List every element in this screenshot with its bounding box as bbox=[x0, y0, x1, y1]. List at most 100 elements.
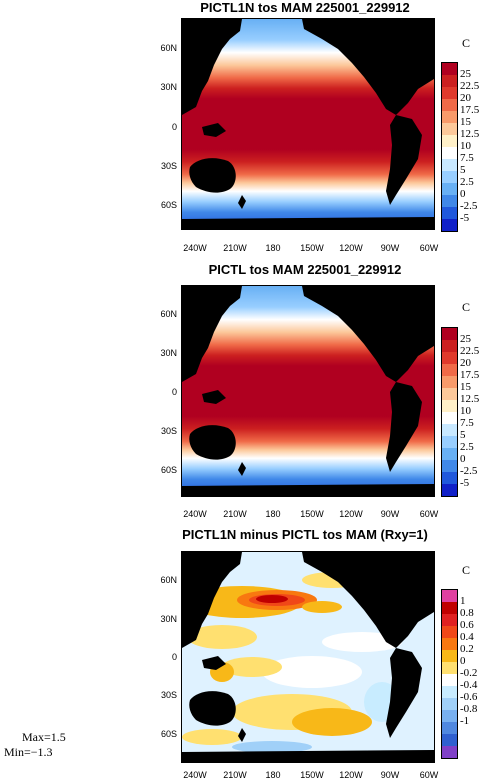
panel2-lon-label: 150W bbox=[300, 509, 324, 519]
colorbar-swatch bbox=[442, 710, 457, 722]
colorbar-swatch bbox=[442, 698, 457, 710]
panel3-title: PICTL1N minus PICTL tos MAM (Rxy=1) bbox=[182, 527, 428, 542]
panel2-map bbox=[181, 285, 435, 497]
panel2-lat-label: 30N bbox=[160, 348, 177, 358]
min-stat: Min=−1.3 bbox=[4, 745, 53, 759]
panel3-colorbar bbox=[441, 589, 458, 759]
colorbar-swatch bbox=[442, 159, 457, 171]
colorbar-swatch bbox=[442, 195, 457, 207]
panel2-lat-label: 0 bbox=[171, 387, 177, 397]
panel2-units: C bbox=[462, 300, 471, 314]
panel1-field bbox=[182, 19, 434, 229]
colorbar-tick-label: 2.5 bbox=[460, 441, 474, 453]
colorbar-swatch bbox=[442, 147, 457, 159]
colorbar-tick-label: 17.5 bbox=[460, 104, 480, 116]
colorbar-swatch bbox=[442, 746, 457, 758]
panel3-lon-label: 150W bbox=[300, 770, 324, 780]
colorbar-swatch bbox=[442, 412, 457, 424]
panel3-lon-label: 120W bbox=[339, 770, 363, 780]
colorbar-swatch bbox=[442, 207, 457, 219]
colorbar-tick-label: -2.5 bbox=[460, 200, 478, 212]
colorbar-swatch bbox=[442, 364, 457, 376]
panel2-lon-label: 60W bbox=[419, 509, 439, 519]
panel1-lat-label: 30N bbox=[160, 82, 177, 92]
colorbar-swatch bbox=[442, 75, 457, 87]
panel2-colorbar bbox=[441, 327, 458, 497]
colorbar-swatch bbox=[442, 436, 457, 448]
colorbar-tick-label: 15 bbox=[460, 381, 471, 393]
colorbar-swatch bbox=[442, 87, 457, 99]
panel1-lon-label: 180 bbox=[265, 243, 281, 253]
panel3-map bbox=[181, 551, 435, 763]
colorbar-tick-label: 7.5 bbox=[460, 417, 474, 429]
colorbar-tick-label: 0.4 bbox=[460, 631, 474, 643]
colorbar-swatch bbox=[442, 614, 457, 626]
panel2-lat-label: 60S bbox=[160, 465, 177, 475]
max-stat: Max=1.5 bbox=[22, 730, 66, 744]
panel3-lat-label: 30S bbox=[160, 690, 177, 700]
panel1-lon-label: 120W bbox=[339, 243, 363, 253]
colorbar-swatch bbox=[442, 448, 457, 460]
panel3-field bbox=[182, 552, 434, 762]
panel3-lon-label: 90W bbox=[380, 770, 400, 780]
panel1-lon-label: 90W bbox=[380, 243, 400, 253]
colorbar-tick-label: -0.2 bbox=[460, 667, 478, 679]
colorbar-swatch bbox=[442, 722, 457, 734]
colorbar-tick-label: -0.8 bbox=[460, 703, 478, 715]
colorbar-tick-label: 0 bbox=[460, 453, 466, 465]
colorbar-tick-label: -5 bbox=[460, 477, 470, 489]
panel3-lat-label: 60N bbox=[160, 575, 177, 585]
panel2-lon-label: 240W bbox=[183, 509, 207, 519]
colorbar-tick-label: 25 bbox=[460, 68, 471, 80]
panel3-lon-label: 180 bbox=[265, 770, 281, 780]
panel1-lat-label: 60N bbox=[160, 43, 177, 53]
colorbar-tick-label: 25 bbox=[460, 333, 471, 345]
colorbar-swatch bbox=[442, 123, 457, 135]
colorbar-swatch bbox=[442, 328, 457, 340]
colorbar-tick-label: 2.5 bbox=[460, 176, 474, 188]
panel3-lon-label: 210W bbox=[223, 770, 247, 780]
colorbar-tick-label: 0.8 bbox=[460, 607, 474, 619]
colorbar-swatch bbox=[442, 638, 457, 650]
colorbar-tick-label: 17.5 bbox=[460, 369, 480, 381]
colorbar-swatch bbox=[442, 388, 457, 400]
panel1-lon-label: 240W bbox=[183, 243, 207, 253]
panel1-units: C bbox=[462, 36, 471, 50]
panel2-land bbox=[182, 286, 434, 496]
colorbar-swatch bbox=[442, 626, 457, 638]
colorbar-swatch bbox=[442, 424, 457, 436]
colorbar-tick-label: 5 bbox=[460, 164, 466, 176]
panel1-lon-label: 60W bbox=[419, 243, 439, 253]
colorbar-tick-label: 12.5 bbox=[460, 128, 480, 140]
panel3-lat-label: 30N bbox=[160, 614, 177, 624]
panel2-lon-label: 210W bbox=[223, 509, 247, 519]
colorbar-swatch bbox=[442, 484, 457, 496]
panel3-lon-label: 240W bbox=[183, 770, 207, 780]
panel2-title: PICTL tos MAM 225001_229912 bbox=[208, 262, 402, 277]
panel1-lat-label: 0 bbox=[171, 122, 177, 132]
panel2-field bbox=[182, 286, 434, 496]
panel1-colorbar bbox=[441, 62, 458, 232]
colorbar-tick-label: 10 bbox=[460, 405, 471, 417]
panel2-lon-label: 120W bbox=[339, 509, 363, 519]
colorbar-swatch bbox=[442, 63, 457, 75]
colorbar-tick-label: 0.2 bbox=[460, 643, 474, 655]
panel2-lon-label: 90W bbox=[380, 509, 400, 519]
panel2-lat-label: 30S bbox=[160, 426, 177, 436]
colorbar-swatch bbox=[442, 602, 457, 614]
colorbar-swatch bbox=[442, 183, 457, 195]
colorbar-tick-label: 22.5 bbox=[460, 80, 480, 92]
colorbar-tick-label: 5 bbox=[460, 429, 466, 441]
panel1-land bbox=[182, 19, 434, 229]
colorbar-swatch bbox=[442, 460, 457, 472]
colorbar-tick-label: 0 bbox=[460, 188, 466, 200]
colorbar-tick-label: 22.5 bbox=[460, 345, 480, 357]
panel1-title: PICTL1N tos MAM 225001_229912 bbox=[200, 0, 410, 15]
colorbar-swatch bbox=[442, 400, 457, 412]
colorbar-tick-label: 0 bbox=[460, 655, 466, 667]
colorbar-swatch bbox=[442, 674, 457, 686]
panel1-map bbox=[181, 18, 435, 230]
panel3-lat-label: 0 bbox=[171, 652, 177, 662]
colorbar-tick-label: 10 bbox=[460, 140, 471, 152]
colorbar-tick-label: -0.4 bbox=[460, 679, 478, 691]
